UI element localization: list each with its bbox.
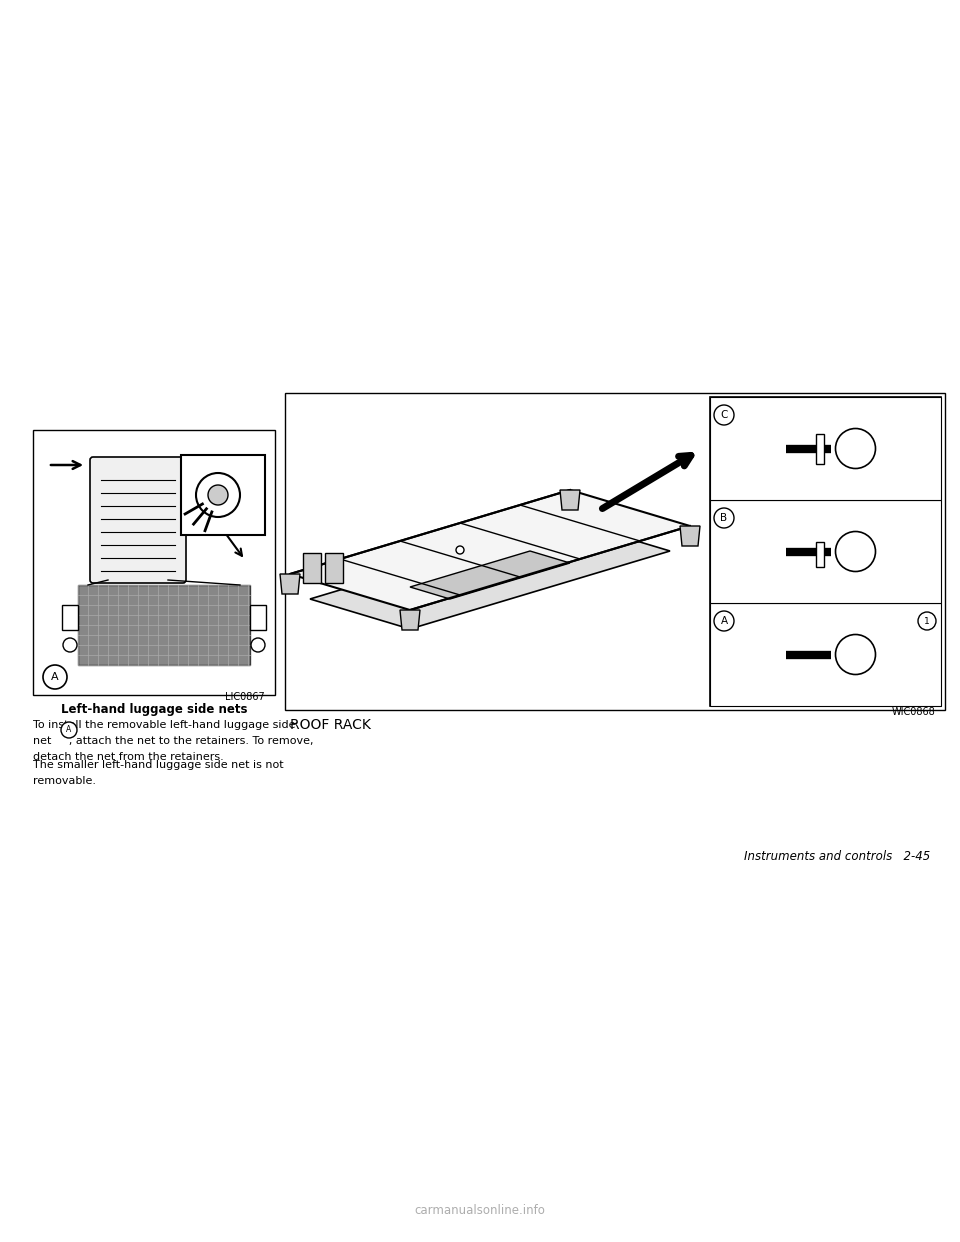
Text: Left-hand luggage side nets: Left-hand luggage side nets bbox=[60, 703, 248, 715]
Polygon shape bbox=[410, 551, 570, 599]
Circle shape bbox=[714, 611, 734, 631]
Polygon shape bbox=[400, 610, 420, 630]
Text: A: A bbox=[51, 672, 59, 682]
Text: net     , attach the net to the retainers. To remove,: net , attach the net to the retainers. T… bbox=[33, 737, 314, 746]
Text: removable.: removable. bbox=[33, 776, 96, 786]
Text: B: B bbox=[720, 513, 728, 523]
Circle shape bbox=[835, 635, 876, 674]
FancyBboxPatch shape bbox=[90, 457, 186, 582]
Bar bbox=[710, 397, 941, 705]
Bar bbox=[181, 455, 265, 535]
Text: A: A bbox=[66, 725, 72, 734]
Polygon shape bbox=[680, 527, 700, 546]
Circle shape bbox=[208, 484, 228, 505]
Bar bbox=[710, 501, 941, 604]
Circle shape bbox=[918, 612, 936, 630]
Text: Instruments and controls   2-45: Instruments and controls 2-45 bbox=[744, 850, 930, 863]
Text: carmanualsonline.info: carmanualsonline.info bbox=[415, 1203, 545, 1216]
Polygon shape bbox=[310, 520, 670, 628]
Polygon shape bbox=[290, 491, 690, 610]
Circle shape bbox=[43, 664, 67, 689]
Bar bbox=[78, 585, 250, 664]
Text: ROOF RACK: ROOF RACK bbox=[290, 718, 371, 732]
Text: LIC0867: LIC0867 bbox=[226, 692, 265, 702]
Bar bbox=[710, 397, 941, 501]
Circle shape bbox=[63, 638, 77, 652]
Text: detach the net from the retainers.: detach the net from the retainers. bbox=[33, 751, 224, 763]
Bar bbox=[815, 433, 824, 463]
Bar bbox=[250, 605, 266, 630]
Text: WIC0868: WIC0868 bbox=[891, 707, 935, 717]
Bar bbox=[33, 430, 275, 696]
Circle shape bbox=[61, 722, 77, 738]
Circle shape bbox=[196, 473, 240, 517]
Text: C: C bbox=[720, 410, 728, 420]
Text: A: A bbox=[720, 616, 728, 626]
Circle shape bbox=[835, 428, 876, 468]
Text: 1: 1 bbox=[924, 616, 930, 626]
Circle shape bbox=[714, 405, 734, 425]
Polygon shape bbox=[280, 574, 300, 594]
Bar bbox=[815, 542, 824, 566]
Circle shape bbox=[251, 638, 265, 652]
Bar bbox=[62, 605, 78, 630]
Text: The smaller left-hand luggage side net is not: The smaller left-hand luggage side net i… bbox=[33, 760, 283, 770]
Bar bbox=[325, 553, 343, 582]
Circle shape bbox=[835, 532, 876, 571]
Circle shape bbox=[714, 508, 734, 528]
Circle shape bbox=[456, 546, 464, 554]
Bar bbox=[303, 553, 321, 582]
Polygon shape bbox=[560, 491, 580, 510]
Text: To install the removable left-hand luggage side: To install the removable left-hand lugga… bbox=[33, 720, 296, 730]
Bar bbox=[285, 392, 945, 710]
Bar bbox=[710, 604, 941, 705]
